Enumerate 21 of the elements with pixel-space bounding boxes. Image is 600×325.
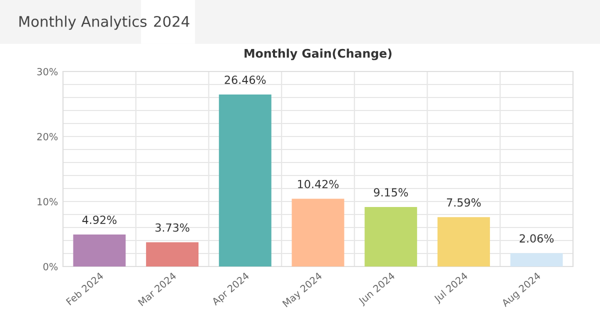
text: Monthly Analytics — [19, 16, 147, 30]
y-tick-label: 10% — [38, 198, 58, 206]
bar — [292, 198, 344, 266]
data-label: 2.06% — [520, 234, 554, 243]
bar — [437, 217, 490, 266]
y-tick-label: 20% — [37, 132, 58, 140]
data-label: 26.46% — [224, 76, 266, 84]
bar — [364, 207, 418, 266]
data-label: 9.15% — [374, 188, 408, 197]
bar — [218, 94, 272, 266]
data-label: 7.59% — [446, 198, 481, 207]
bar — [146, 242, 199, 266]
data-label: 10.42% — [298, 180, 339, 188]
chart-title: Monthly Gain(Change) — [244, 48, 392, 60]
bar — [510, 253, 563, 266]
y-tick-label: 0% — [43, 262, 58, 270]
text: 2024 — [154, 16, 190, 27]
y-tick-label: 30% — [37, 68, 58, 76]
bar — [73, 234, 126, 266]
data-label: 4.92% — [82, 216, 116, 224]
data-label: 3.73% — [155, 223, 190, 232]
